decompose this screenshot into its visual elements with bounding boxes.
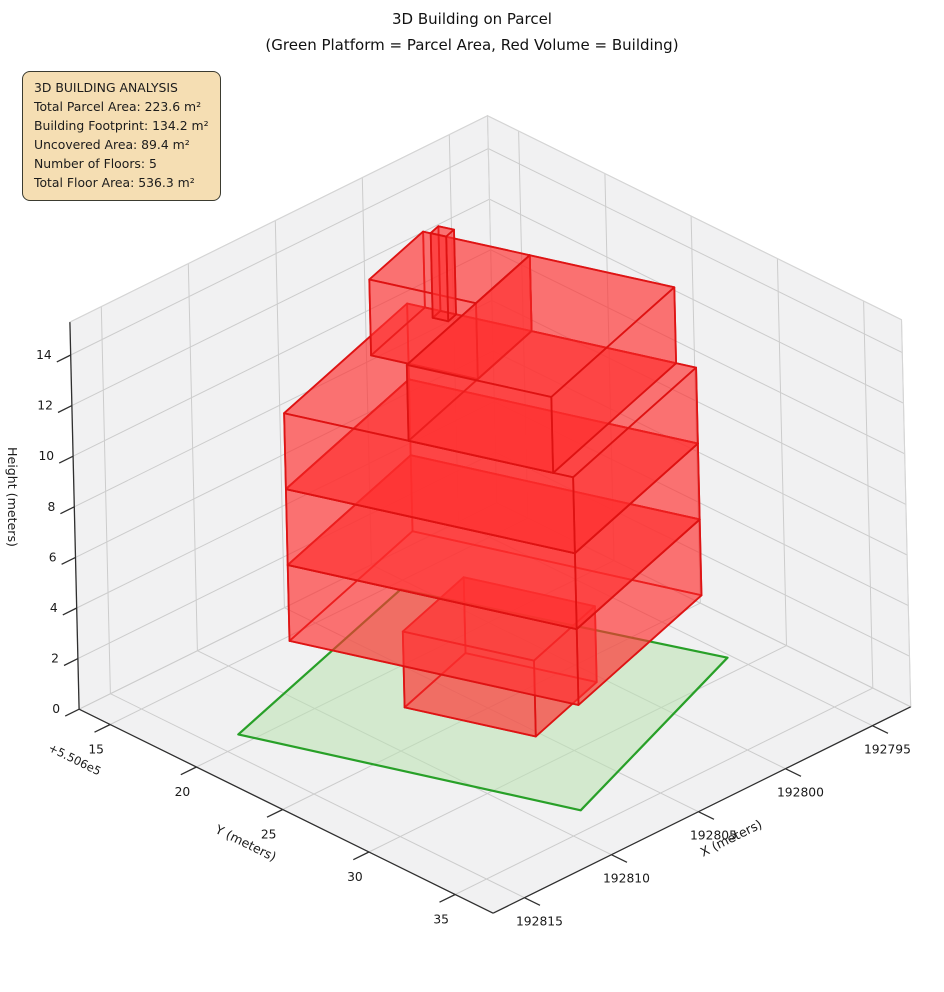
y-tick-20 xyxy=(180,766,197,776)
x-tick-label-192800: 192800 xyxy=(777,786,824,800)
figure-title: 3D Building on Parcel xyxy=(392,10,552,28)
z-tick-14 xyxy=(56,354,71,363)
z-axis-line xyxy=(69,322,80,710)
z-tick-label-10: 10 xyxy=(38,449,54,463)
y-tick-label-20: 20 xyxy=(175,785,191,799)
annotation-line-footprint: Building Footprint: 134.2 m² xyxy=(34,117,209,133)
tick-marks xyxy=(56,354,889,906)
y-tick-label-15: 15 xyxy=(88,742,104,756)
annotation-title: 3D BUILDING ANALYSIS xyxy=(34,80,178,95)
pane-edge-back xyxy=(486,115,498,503)
building-face-floor-4 xyxy=(283,412,576,555)
annotation-line-floor-area: Total Floor Area: 536.3 m² xyxy=(34,174,195,190)
y-tick-label-30: 30 xyxy=(347,870,363,884)
axis-lines xyxy=(69,322,911,914)
x-tick-192810 xyxy=(611,854,628,863)
building-face-floor-5 xyxy=(405,363,554,474)
z-tick-2 xyxy=(63,658,79,667)
z-tick-label-6: 6 xyxy=(49,550,57,564)
z-tick-4 xyxy=(62,607,77,616)
z-tick-label-14: 14 xyxy=(36,348,52,362)
y-tick-label-25: 25 xyxy=(261,827,277,841)
x-tick-label-192795: 192795 xyxy=(864,743,911,757)
z-tick-label-2: 2 xyxy=(51,652,59,666)
z-tick-label-8: 8 xyxy=(48,500,56,514)
building-face-roof-parapet xyxy=(429,225,455,238)
z-tick-0 xyxy=(64,708,80,717)
x-axis-line xyxy=(492,706,911,914)
x-tick-label-192805: 192805 xyxy=(690,829,737,843)
y-tick-label-35: 35 xyxy=(433,912,449,926)
x-tick-label-192810: 192810 xyxy=(603,872,650,886)
z-tick-12 xyxy=(57,405,73,414)
z-tick-10 xyxy=(58,455,74,464)
z-tick-label-4: 4 xyxy=(50,601,58,615)
x-tick-192795 xyxy=(872,725,889,734)
pane-edge-top-left xyxy=(69,115,488,323)
figure-title-block: 3D Building on Parcel (Green Platform = … xyxy=(0,6,944,58)
z-axis-label: Height (meters) xyxy=(5,447,20,547)
pane-edge-top-right xyxy=(487,115,902,321)
y-tick-15 xyxy=(94,723,111,733)
pane-edge-right xyxy=(900,319,912,707)
building-volume xyxy=(283,225,703,738)
parcel-polygon xyxy=(237,588,729,812)
building-face-floor-1 xyxy=(401,630,537,738)
annotation-line-floors: Number of Floors: 5 xyxy=(34,155,157,171)
x-tick-192800 xyxy=(785,768,802,777)
annotation-line-uncovered: Uncovered Area: 89.4 m² xyxy=(34,136,190,152)
z-tick-label-0: 0 xyxy=(52,702,60,716)
z-tick-6 xyxy=(61,556,76,565)
x-tick-label-192815: 192815 xyxy=(516,915,563,929)
figure-subtitle: (Green Platform = Parcel Area, Red Volum… xyxy=(265,36,679,54)
y-tick-30 xyxy=(353,851,370,861)
parcel-surface xyxy=(237,588,729,812)
z-tick-8 xyxy=(60,506,75,515)
x-tick-192815 xyxy=(524,897,541,906)
z-tick-label-12: 12 xyxy=(37,399,53,413)
building-face-roof-parapet xyxy=(429,232,450,323)
y-axis-line xyxy=(78,708,494,914)
x-tick-192805 xyxy=(698,811,715,820)
analysis-annotation-box: 3D BUILDING ANALYSIS Total Parcel Area: … xyxy=(22,71,221,202)
y-tick-35 xyxy=(439,893,456,903)
annotation-line-parcel-area: Total Parcel Area: 223.6 m² xyxy=(34,98,202,114)
y-tick-25 xyxy=(266,808,283,818)
